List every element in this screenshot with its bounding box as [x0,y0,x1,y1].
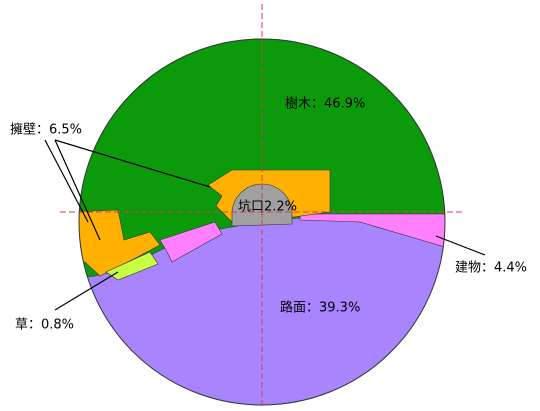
leaders [44,139,486,311]
regions [79,39,445,405]
leader [44,139,89,223]
tunnel-portal-label: 坑口2.2% [238,200,297,215]
retaining-wall-label: 擁壁：6.5% [10,123,82,138]
leader [54,139,211,188]
trees-label: 樹木：46.9% [285,97,365,112]
retaining-wall-left [79,209,161,277]
road-label: 路面：39.3% [280,300,360,316]
leader [435,235,486,256]
building-label: 建物：4.4% [455,261,527,276]
grass-label: 草：0.8% [15,318,74,333]
grass-region [105,251,159,281]
leader [54,139,101,241]
building-region [299,213,445,249]
leader [54,271,119,311]
building-left [159,221,223,263]
